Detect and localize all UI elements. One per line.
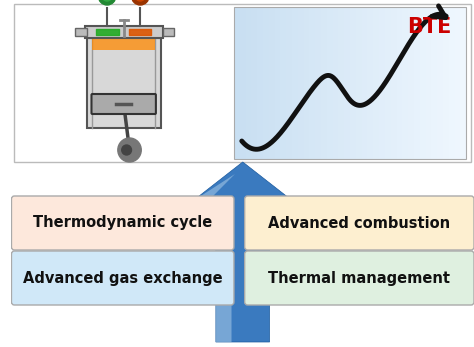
- FancyBboxPatch shape: [362, 7, 368, 159]
- FancyBboxPatch shape: [333, 7, 339, 159]
- FancyBboxPatch shape: [92, 38, 155, 50]
- FancyBboxPatch shape: [304, 7, 310, 159]
- Polygon shape: [191, 162, 294, 342]
- FancyBboxPatch shape: [356, 7, 363, 159]
- FancyBboxPatch shape: [338, 7, 345, 159]
- FancyBboxPatch shape: [426, 7, 432, 159]
- Circle shape: [118, 138, 141, 162]
- FancyBboxPatch shape: [281, 7, 287, 159]
- Polygon shape: [191, 174, 235, 342]
- FancyBboxPatch shape: [263, 7, 270, 159]
- FancyBboxPatch shape: [391, 7, 398, 159]
- FancyBboxPatch shape: [327, 7, 334, 159]
- FancyBboxPatch shape: [443, 7, 450, 159]
- FancyBboxPatch shape: [269, 7, 275, 159]
- FancyBboxPatch shape: [397, 7, 403, 159]
- FancyBboxPatch shape: [402, 7, 409, 159]
- FancyBboxPatch shape: [11, 251, 234, 305]
- FancyBboxPatch shape: [385, 7, 392, 159]
- FancyBboxPatch shape: [91, 94, 156, 114]
- FancyBboxPatch shape: [350, 7, 357, 159]
- Text: Advanced combustion: Advanced combustion: [268, 215, 450, 230]
- FancyBboxPatch shape: [75, 28, 87, 36]
- FancyBboxPatch shape: [26, 9, 221, 157]
- FancyBboxPatch shape: [431, 7, 438, 159]
- Text: Thermal management: Thermal management: [268, 271, 450, 286]
- FancyBboxPatch shape: [298, 7, 305, 159]
- Text: BTE: BTE: [407, 17, 451, 37]
- Circle shape: [131, 0, 149, 5]
- FancyBboxPatch shape: [315, 7, 322, 159]
- FancyBboxPatch shape: [379, 7, 386, 159]
- Text: Advanced gas exchange: Advanced gas exchange: [23, 271, 222, 286]
- FancyBboxPatch shape: [437, 7, 444, 159]
- FancyBboxPatch shape: [310, 7, 316, 159]
- FancyBboxPatch shape: [245, 251, 474, 305]
- FancyBboxPatch shape: [163, 28, 174, 36]
- FancyBboxPatch shape: [234, 7, 241, 159]
- Circle shape: [102, 0, 112, 1]
- FancyBboxPatch shape: [460, 7, 467, 159]
- FancyBboxPatch shape: [87, 38, 161, 128]
- FancyBboxPatch shape: [420, 7, 427, 159]
- FancyBboxPatch shape: [344, 7, 351, 159]
- Circle shape: [98, 0, 116, 5]
- FancyBboxPatch shape: [449, 7, 456, 159]
- Circle shape: [122, 145, 131, 155]
- Circle shape: [136, 0, 145, 1]
- Text: Thermodynamic cycle: Thermodynamic cycle: [33, 215, 212, 230]
- FancyBboxPatch shape: [286, 7, 293, 159]
- FancyBboxPatch shape: [408, 7, 415, 159]
- FancyBboxPatch shape: [257, 7, 264, 159]
- FancyBboxPatch shape: [274, 7, 282, 159]
- FancyBboxPatch shape: [367, 7, 374, 159]
- FancyBboxPatch shape: [292, 7, 299, 159]
- FancyBboxPatch shape: [11, 196, 234, 250]
- FancyBboxPatch shape: [246, 7, 252, 159]
- FancyBboxPatch shape: [240, 7, 246, 159]
- FancyBboxPatch shape: [414, 7, 421, 159]
- FancyBboxPatch shape: [85, 26, 163, 38]
- FancyBboxPatch shape: [455, 7, 461, 159]
- FancyBboxPatch shape: [374, 7, 380, 159]
- FancyBboxPatch shape: [251, 7, 258, 159]
- FancyBboxPatch shape: [321, 7, 328, 159]
- FancyBboxPatch shape: [245, 196, 474, 250]
- FancyBboxPatch shape: [14, 4, 471, 162]
